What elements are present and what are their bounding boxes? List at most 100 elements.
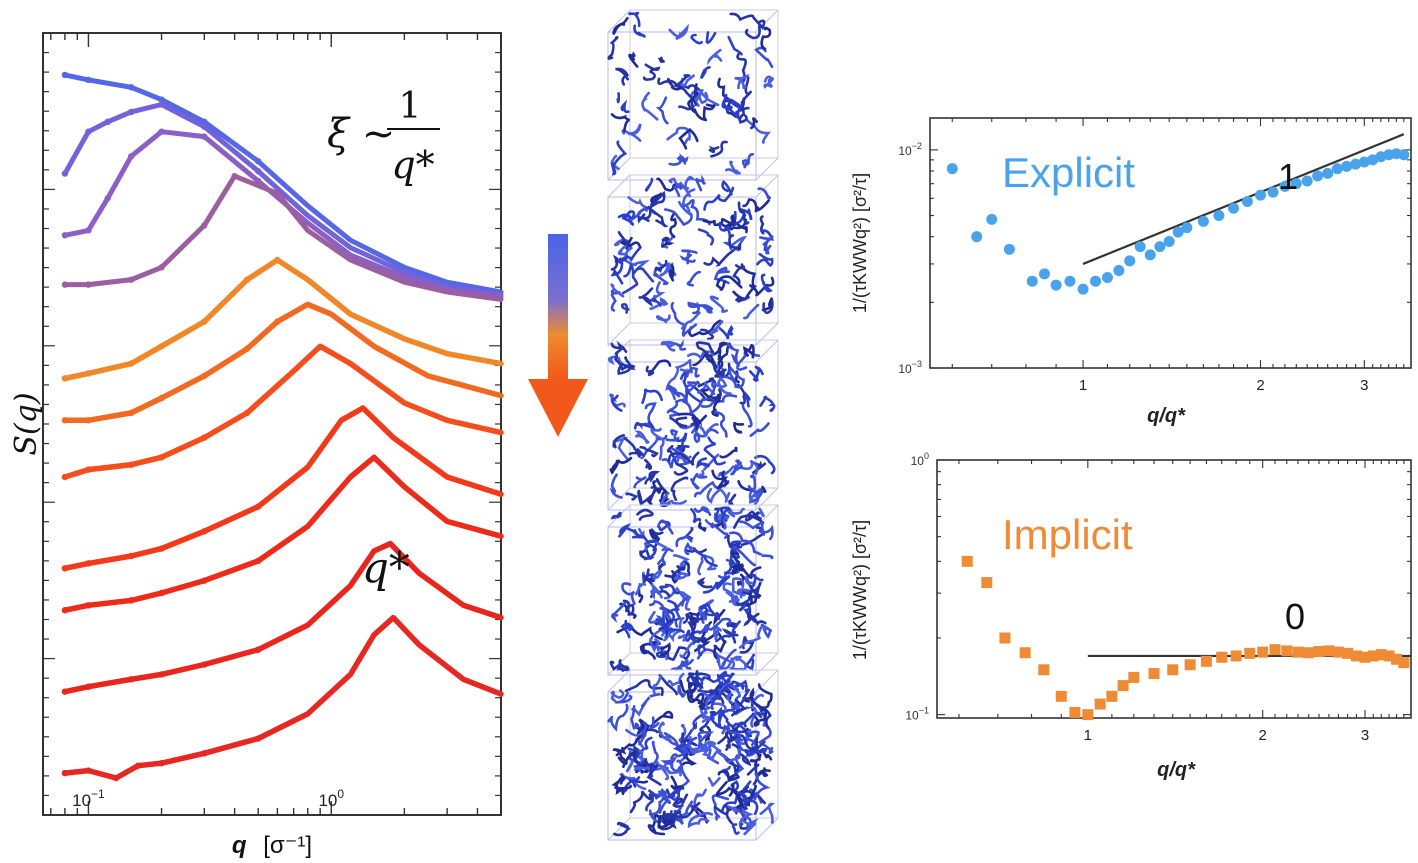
polymer-chain <box>677 633 687 642</box>
sq-series-point <box>274 190 281 197</box>
data-point <box>1331 163 1343 175</box>
data-point <box>1200 655 1212 667</box>
data-point <box>1050 279 1062 291</box>
polymer-chain <box>664 208 693 227</box>
data-point <box>1019 647 1031 659</box>
polymer-chain <box>659 642 671 657</box>
polymer-chain <box>731 698 747 717</box>
data-point <box>1269 644 1281 656</box>
polymer-chain <box>636 508 654 521</box>
polymer-chain <box>638 721 648 746</box>
polymer-chain <box>687 301 714 315</box>
polymer-chain <box>686 270 701 287</box>
polymer-chain <box>754 46 774 68</box>
polymer-chain <box>687 83 699 113</box>
polymer-chain <box>712 364 732 395</box>
sq-series-point <box>85 370 92 377</box>
data-point <box>1213 210 1225 222</box>
snapshot-box-edge <box>607 174 779 346</box>
polymer-chain <box>610 254 619 271</box>
sq-series-point <box>158 545 165 552</box>
polymer-chain <box>679 423 719 438</box>
data-point <box>1244 647 1256 659</box>
polymer-chain <box>658 674 678 696</box>
sq-series-point <box>61 281 69 288</box>
sq-series-line <box>62 129 504 300</box>
polymer-chain <box>748 487 755 504</box>
polymer-chain <box>615 723 652 757</box>
snapshot-box <box>607 669 779 841</box>
snapshot-box-edge <box>607 669 779 841</box>
polymer-chain <box>702 744 728 763</box>
explicit-axis-ticks <box>930 118 1411 369</box>
polymer-chain <box>692 804 708 824</box>
sq-series-point <box>127 552 135 560</box>
sq-series-point <box>127 676 135 683</box>
polymer-chain <box>667 672 685 688</box>
polymer-chain <box>638 287 654 308</box>
polymer-chain <box>707 776 721 787</box>
data-point <box>1077 283 1089 295</box>
sq-series-point <box>104 195 111 202</box>
polymer-chain <box>624 526 644 539</box>
sq-chart: 10−1 100 S(q) q [σ⁻¹] ξ ~ 1 q* q* <box>9 32 504 859</box>
polymer-chain <box>639 757 659 778</box>
polymer-chain <box>617 356 636 375</box>
data-point <box>1148 668 1160 680</box>
sq-series-point <box>127 597 135 604</box>
polymer-chain <box>724 548 737 575</box>
polymer-chain <box>725 590 740 603</box>
polymer-chain <box>744 511 763 523</box>
polymer-chain <box>641 388 663 404</box>
sq-series-point <box>201 318 208 325</box>
polymer-chain <box>721 180 733 196</box>
polymer-chain <box>703 448 726 466</box>
data-point <box>1341 160 1353 172</box>
polymer-chain <box>685 380 701 395</box>
sq-series-point <box>201 372 208 380</box>
polymer-chain <box>730 549 745 576</box>
implicit-chart: 1 2 3 100 10−1 Implicit 0 q/q* 1/(τKWWq²) [σ… <box>850 451 1412 781</box>
sq-series-point <box>201 133 208 140</box>
sq-series-line <box>62 405 504 572</box>
polymer-chain <box>700 388 721 403</box>
xi-text: ξ ~ <box>327 111 395 157</box>
sq-series-point <box>158 671 165 678</box>
polymer-chain <box>648 599 666 612</box>
sq-series-point <box>61 565 69 572</box>
polymer-chain <box>684 541 693 556</box>
polymer-chain <box>660 755 681 773</box>
polymer-chain <box>617 230 630 251</box>
polymer-chain <box>726 748 741 764</box>
data-point <box>1303 647 1315 659</box>
polymer-chain <box>644 458 653 471</box>
polymer-chain <box>709 521 729 539</box>
polymer-chain <box>657 56 665 63</box>
sq-series-point <box>85 602 92 609</box>
polymer-chain <box>668 177 691 198</box>
polymer-chain <box>736 588 752 599</box>
polymer-chain <box>744 391 751 408</box>
polymer-chain <box>736 573 745 587</box>
sq-series-point <box>158 101 165 108</box>
polymer-chain <box>756 767 771 778</box>
sq-series-point <box>85 76 92 84</box>
polymer-chain <box>719 446 738 459</box>
polymer-chain <box>652 480 663 495</box>
polymer-chain <box>708 145 720 154</box>
data-point <box>1101 271 1113 283</box>
data-point <box>1163 236 1175 248</box>
data-point <box>1290 178 1302 190</box>
y-tick-label: 100 <box>911 451 929 468</box>
polymer-chain <box>651 740 659 766</box>
polymer-chain <box>685 367 700 378</box>
data-point <box>1064 275 1076 287</box>
simulation-snapshots <box>607 9 779 841</box>
polymer-chain <box>725 692 734 704</box>
sq-series-line <box>62 102 504 297</box>
sq-series-point <box>61 375 69 382</box>
data-point <box>1184 659 1196 671</box>
polymer-chain <box>704 725 712 744</box>
polymer-chain <box>749 573 764 588</box>
polymer-chain <box>621 262 639 295</box>
